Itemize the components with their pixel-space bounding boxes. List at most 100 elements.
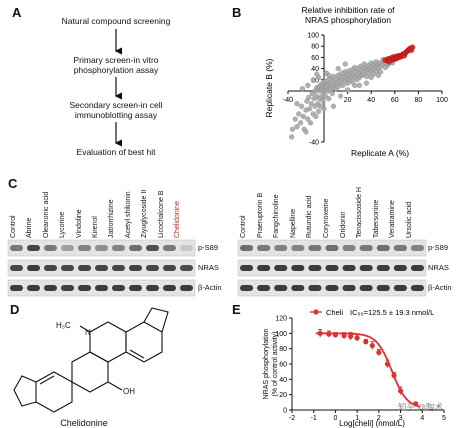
dose-y-tick-label: 80 xyxy=(279,346,287,353)
flow-step-2: Primary screen-in vitro phosphorylation … xyxy=(36,55,196,75)
scatter-y-tick-label: -40 xyxy=(309,140,319,147)
flow-step-2-line2: phosphorylation assay xyxy=(73,65,159,75)
right-row-label-actin: β-Actin xyxy=(428,283,452,292)
scatter-point xyxy=(375,72,381,78)
label-methyl: H₃C xyxy=(56,321,71,330)
scatter-point xyxy=(326,72,332,78)
left-row-label-actin: β-Actin xyxy=(198,283,222,292)
scatter-point xyxy=(294,124,300,130)
left-blot-band xyxy=(61,245,74,251)
legend-ic50: IC₅₀=125.5 ± 19.3 nmol/L xyxy=(350,308,434,317)
right-blot-band xyxy=(257,265,271,271)
flow-step-4: Evaluation of best hit xyxy=(36,147,196,157)
left-blot-band xyxy=(27,285,40,291)
dose-x-tick-label: 4 xyxy=(420,415,424,422)
ring-middle xyxy=(71,351,109,393)
right-blot-band xyxy=(291,245,305,251)
scatter-y-tick-label: 100 xyxy=(307,33,319,40)
scatter-x-tick-label: -40 xyxy=(283,97,293,104)
scatter-x-tick-label: 80 xyxy=(415,97,423,104)
dose-point xyxy=(332,332,339,338)
left-blot-band xyxy=(44,265,57,271)
left-blot-band xyxy=(163,245,176,251)
dose-x-tick-label: -1 xyxy=(311,415,317,422)
dose-x-tick-label: -2 xyxy=(289,415,295,422)
panel-a-letter: A xyxy=(12,5,22,20)
dose-x-tick-label: 3 xyxy=(399,415,403,422)
scatter-point xyxy=(329,90,335,97)
scatter-xlabel: Replicate A (%) xyxy=(351,148,409,158)
panel-d-letter: D xyxy=(10,302,20,317)
right-blot-band xyxy=(376,265,390,271)
left-blot-band xyxy=(112,265,125,271)
right-blot-band xyxy=(410,285,424,291)
ring-bottom-inner-bond xyxy=(39,375,55,385)
scatter-point xyxy=(298,103,305,109)
scatter-y-tick-label: 40 xyxy=(311,66,319,73)
right-blot-band xyxy=(291,285,305,291)
ring-bottom-benzene xyxy=(35,371,73,413)
right-blot-band xyxy=(308,285,322,291)
right-blot-band xyxy=(393,265,407,271)
scatter-point xyxy=(352,82,358,89)
dose-point xyxy=(397,388,404,394)
left-blot-band xyxy=(112,285,125,291)
scatter-point xyxy=(303,129,309,135)
bond-oh xyxy=(107,381,123,391)
flow-step-3: Secondary screen-in cell immunoblotting … xyxy=(36,100,196,120)
scatter-point xyxy=(340,82,346,89)
scatter-point xyxy=(305,82,311,89)
ring-top-inner-bond xyxy=(129,349,145,359)
flow-step-2-line1: Primary screen-in vitro xyxy=(73,55,159,65)
dose-y-tick-label: 100 xyxy=(275,331,287,338)
scatter-y-tick-label: 60 xyxy=(311,55,319,62)
scatter-point xyxy=(330,103,337,109)
scatter-title-line1: Relative inhibition rate of xyxy=(301,5,395,15)
right-blot-band xyxy=(325,285,339,291)
scatter-point xyxy=(368,74,374,81)
scatter-point xyxy=(300,113,306,120)
right-blot-band xyxy=(240,285,254,291)
scatter-x-tick-label: 20 xyxy=(344,97,352,104)
scatter-ylabel: Replicate B (%) xyxy=(264,58,274,117)
scatter-title-line2: NRAS phosphorylation xyxy=(305,15,391,25)
right-blot-band xyxy=(342,285,356,291)
scatter-x-tick-label: 40 xyxy=(367,97,375,104)
scatter-point xyxy=(321,106,327,112)
scatter-point xyxy=(344,87,351,93)
ring-top-dioxole xyxy=(143,307,169,333)
right-blot-band xyxy=(393,285,407,291)
scatter-point xyxy=(326,96,332,102)
chelidonine-structure: H₃C N OH Chelidonine xyxy=(13,307,169,428)
left-blot-band xyxy=(10,265,23,271)
dose-y-tick-label: 60 xyxy=(279,362,287,369)
right-blot-band xyxy=(257,245,271,251)
scatter-x-tick-label: 100 xyxy=(436,97,448,104)
scatter-point xyxy=(337,93,344,99)
right-blot-band xyxy=(342,265,356,271)
left-row-label-nras: NRAS xyxy=(198,263,219,272)
left-blot-band xyxy=(78,285,91,291)
dose-ylabel-line2: (% of control activity) xyxy=(272,332,279,397)
left-blot-band xyxy=(146,265,159,271)
right-blot-band xyxy=(325,265,339,271)
scatter-x-tick-label: 60 xyxy=(391,97,399,104)
scatter-point xyxy=(342,61,348,67)
right-blot-band xyxy=(342,245,356,251)
scatter-points xyxy=(288,44,416,140)
scatter-point xyxy=(320,98,326,104)
scatter-point xyxy=(308,101,315,107)
scatter-point xyxy=(297,120,304,126)
left-blot-band xyxy=(146,245,159,251)
watermark: 知乎 @陶术 xyxy=(398,402,443,412)
dose-point xyxy=(413,401,419,407)
scatter-y-tick-label: 80 xyxy=(311,44,319,51)
flow-step-1-line1: Natural compound screening xyxy=(61,16,171,26)
scatter-point xyxy=(289,126,296,132)
left-blot-band xyxy=(78,245,91,251)
left-blot-band xyxy=(129,245,142,251)
left-blot-band xyxy=(129,265,142,271)
flow-step-4-line1: Evaluation of best hit xyxy=(76,147,156,157)
dose-plot xyxy=(315,329,421,408)
dose-x-tick-label: 2 xyxy=(377,415,381,422)
